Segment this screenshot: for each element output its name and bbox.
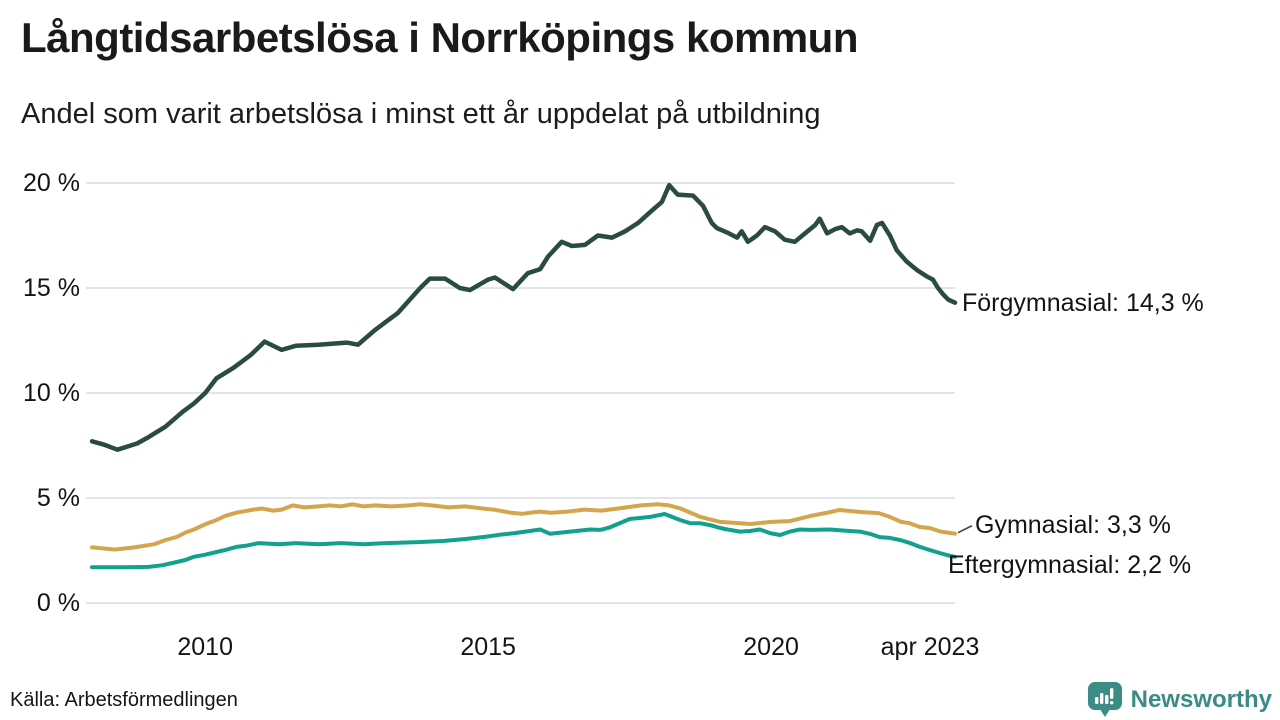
brand-name: Newsworthy bbox=[1130, 686, 1272, 713]
source-note: Källa: Arbetsförmedlingen bbox=[10, 689, 238, 711]
page-subtitle: Andel som varit arbetslösa i minst ett å… bbox=[21, 98, 821, 130]
y-axis-tick: 10 % bbox=[23, 379, 80, 407]
label-leader-line bbox=[957, 524, 973, 534]
line-f-rgymnasial bbox=[89, 182, 958, 452]
end-label-eftergymnasial: Eftergymnasial: 2,2 % bbox=[948, 550, 1192, 579]
x-axis-tick: 2015 bbox=[460, 633, 516, 661]
y-axis-tick: 20 % bbox=[23, 169, 80, 197]
brand-logo: Newsworthy bbox=[1087, 681, 1272, 719]
newsworthy-icon bbox=[1087, 682, 1122, 717]
end-label-gymnasial: Gymnasial: 3,3 % bbox=[975, 510, 1171, 539]
x-axis-tick: 2020 bbox=[743, 633, 799, 661]
x-axis-tick: 2010 bbox=[177, 633, 233, 661]
y-axis-tick: 0 % bbox=[36, 589, 80, 617]
line-eftergymnasial bbox=[90, 512, 957, 570]
end-label-f-rgymnasial: Förgymnasial: 14,3 % bbox=[962, 288, 1204, 317]
x-axis-tick: apr 2023 bbox=[880, 633, 980, 661]
line-gymnasial bbox=[90, 502, 957, 552]
y-axis-tick: 5 % bbox=[36, 484, 80, 512]
page-title: Långtidsarbetslösa i Norrköpings kommun bbox=[21, 14, 858, 61]
y-axis-tick: 15 % bbox=[23, 274, 80, 302]
